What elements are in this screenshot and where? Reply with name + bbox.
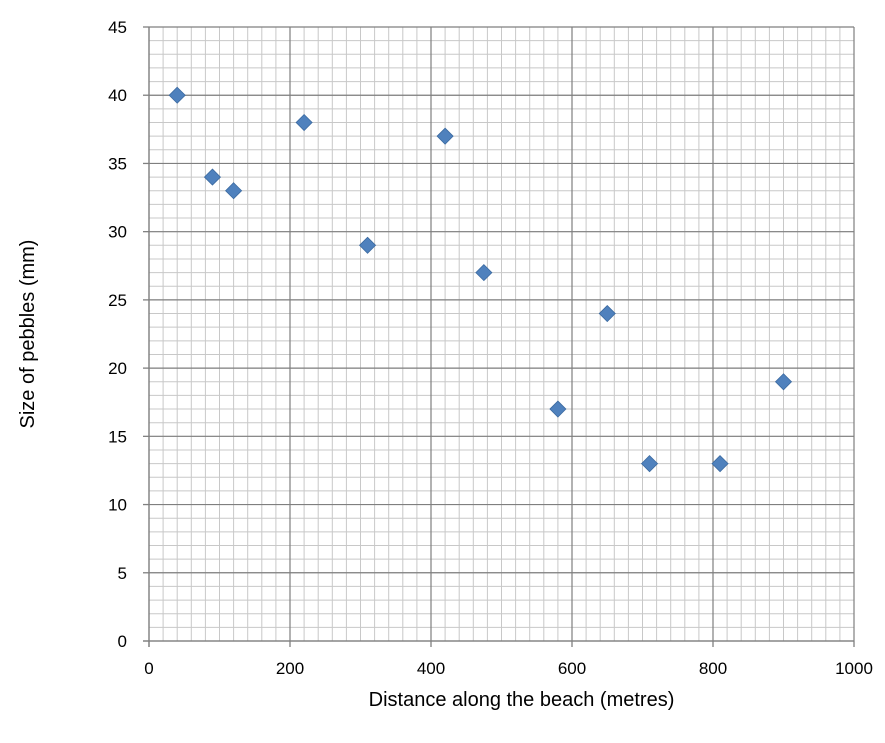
y-tick-label: 30 [108,223,127,242]
data-point [203,168,222,186]
data-point [598,304,616,323]
data-point [225,182,243,200]
data-point [549,400,567,418]
data-point [640,455,659,473]
data-point [295,113,313,132]
y-tick-label: 10 [108,496,127,515]
x-tick-label: 200 [276,659,304,678]
y-tick-label: 5 [118,564,127,583]
y-tick-labels: 0 5 10 15 20 25 30 35 40 45 [108,18,127,651]
x-tick-labels: 0 200 400 600 800 1000 [144,659,873,678]
data-point [475,264,493,282]
x-tick-label: 600 [558,659,586,678]
x-tick-label: 400 [417,659,445,678]
y-tick-label: 45 [108,18,127,37]
x-tick-label: 0 [144,659,153,678]
y-tick-label: 15 [108,427,127,446]
y-tick-label: 25 [108,291,127,310]
data-point [711,455,729,473]
data-point [774,373,793,391]
x-tick-label: 1000 [835,659,873,678]
data-point [436,127,454,145]
y-tick-label: 20 [108,359,127,378]
x-axis-title: Distance along the beach (metres) [369,689,675,711]
y-tick-label: 35 [108,154,127,173]
data-points [168,86,793,473]
x-tick-label: 800 [699,659,727,678]
data-point [358,236,377,254]
minor-gridlines [148,26,855,642]
y-tick-label: 40 [108,86,127,105]
y-tick-label: 0 [118,632,127,651]
y-axis-title: Size of pebbles (mm) [17,240,39,429]
axes [143,26,855,647]
data-point [168,86,186,104]
